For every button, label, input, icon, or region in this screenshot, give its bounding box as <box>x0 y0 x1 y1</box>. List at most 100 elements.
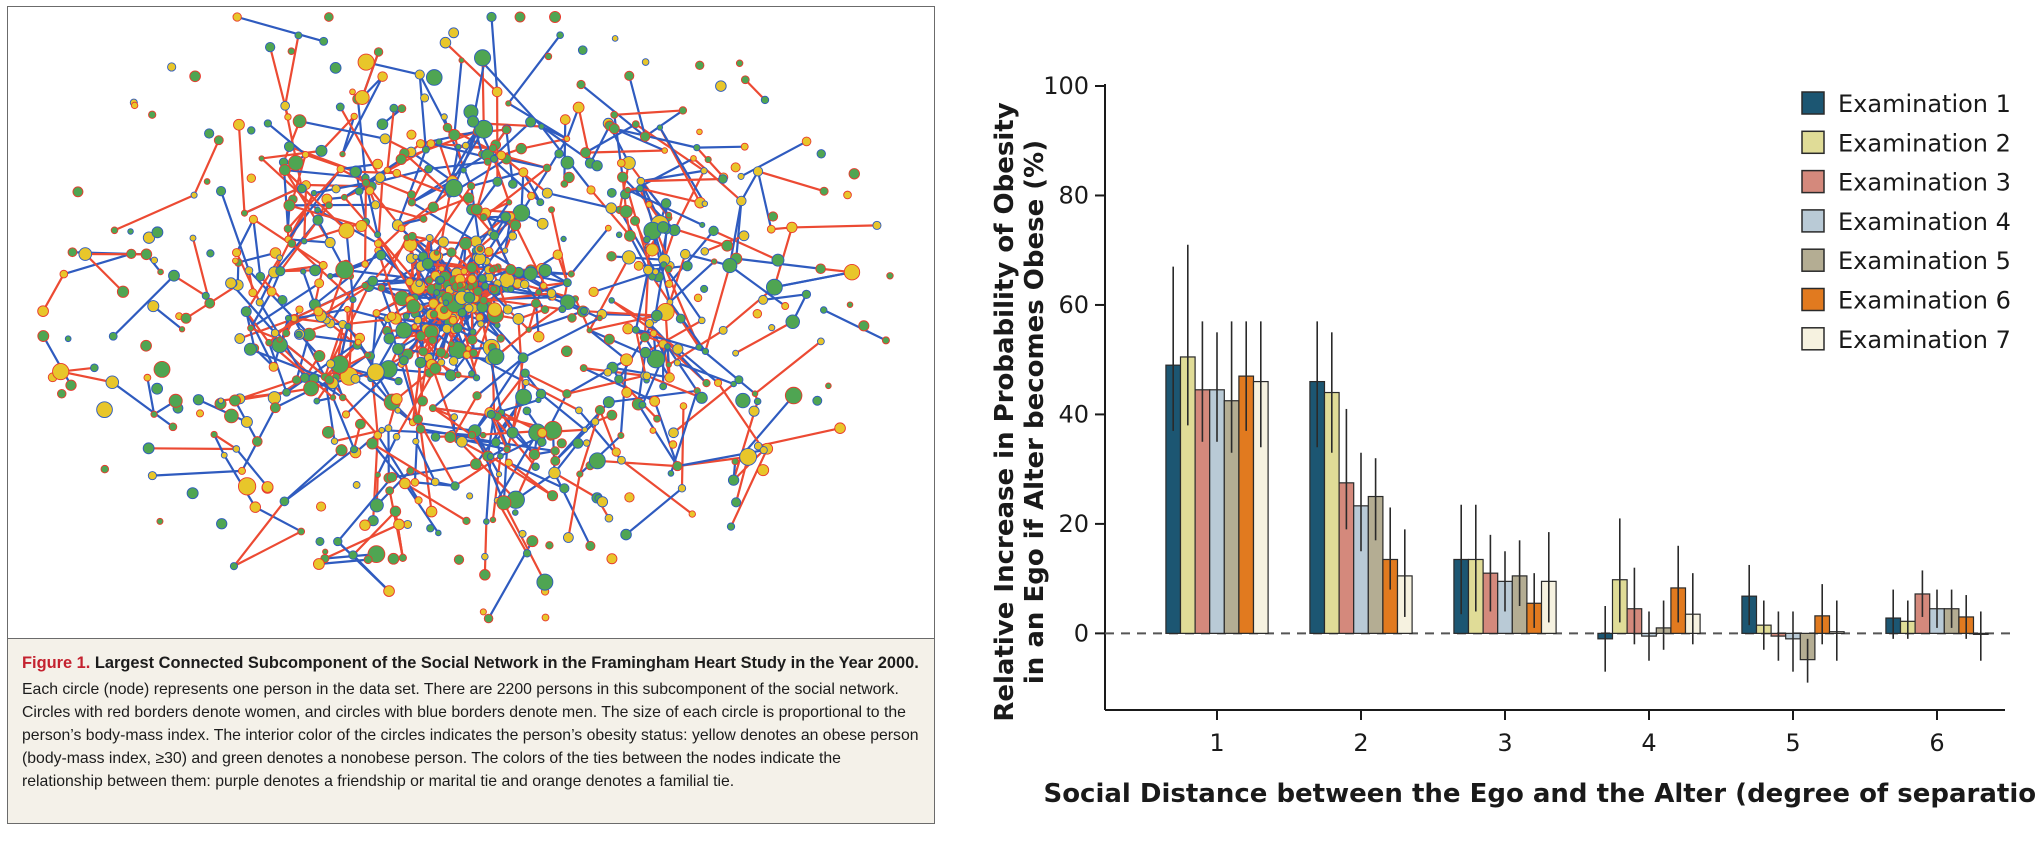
network-tie <box>84 252 125 293</box>
network-node <box>536 217 549 230</box>
network-tie <box>313 275 352 306</box>
network-tie <box>756 170 773 231</box>
network-node <box>468 370 476 378</box>
network-node <box>675 313 686 324</box>
y-tick-label: 80 <box>1058 181 1089 209</box>
network-node <box>465 345 472 352</box>
network-tie <box>502 501 546 584</box>
network-node <box>425 505 438 518</box>
network-node <box>539 282 548 290</box>
network-tie <box>582 366 656 403</box>
network-node <box>433 249 440 256</box>
network-node <box>252 436 263 447</box>
network-node <box>240 209 249 217</box>
network-tie <box>237 123 246 215</box>
network-node <box>454 371 462 379</box>
x-tick-label: 1 <box>1209 729 1224 757</box>
network-node <box>312 214 324 226</box>
network-tie <box>287 238 332 244</box>
network-node <box>753 397 762 406</box>
bar-group-3 <box>1453 504 1557 634</box>
network-node <box>606 553 618 565</box>
network-node <box>444 179 463 198</box>
network-tie <box>229 282 277 335</box>
network-node <box>645 200 653 208</box>
legend-swatch <box>1801 91 1825 115</box>
network-node <box>771 253 785 267</box>
network-node <box>537 427 548 438</box>
y-tick-label: 100 <box>1043 72 1089 100</box>
network-node <box>638 400 647 409</box>
network-node <box>430 477 440 487</box>
network-node <box>366 437 379 450</box>
network-node <box>536 437 547 447</box>
network-node <box>316 501 327 512</box>
network-node <box>339 393 347 402</box>
network-node <box>511 509 519 516</box>
network-node <box>735 59 744 67</box>
network-node <box>313 306 324 317</box>
network-node <box>407 231 417 241</box>
network-node <box>538 123 545 130</box>
network-node <box>280 101 290 111</box>
network-tie <box>312 377 344 399</box>
network-node <box>653 414 661 423</box>
network-node <box>696 128 703 136</box>
network-node <box>390 393 403 405</box>
network-tie <box>213 433 238 451</box>
network-tie <box>343 158 403 199</box>
network-tie <box>341 75 384 156</box>
network-tie <box>613 109 685 116</box>
network-node <box>532 330 545 343</box>
network-node <box>518 167 529 178</box>
network-node <box>268 361 279 372</box>
network-node <box>760 95 770 105</box>
network-node <box>659 382 668 391</box>
network-tie <box>213 433 226 457</box>
network-node <box>309 264 322 277</box>
network-node <box>428 335 438 345</box>
network-node <box>664 264 673 274</box>
network-tie <box>317 558 370 566</box>
network-node <box>512 204 531 222</box>
network-node <box>276 254 283 262</box>
network-node <box>460 166 467 174</box>
network-node <box>462 516 471 526</box>
network-node <box>283 141 295 152</box>
network-node <box>225 277 237 289</box>
network-node <box>695 343 703 351</box>
network-tie <box>41 272 65 313</box>
network-node <box>56 388 67 399</box>
network-node <box>611 447 621 457</box>
network-node <box>631 325 640 334</box>
network-tie <box>361 50 380 99</box>
network-tie <box>386 107 395 172</box>
network-node <box>698 316 706 325</box>
network-node <box>479 569 491 581</box>
network-node <box>287 47 296 55</box>
network-node <box>615 231 623 239</box>
network-tie <box>475 356 525 397</box>
network-node <box>189 234 197 242</box>
network-node <box>458 57 465 64</box>
network-tie <box>553 442 579 475</box>
network-node <box>621 387 633 398</box>
network-tie <box>598 409 618 454</box>
network-node <box>428 298 439 309</box>
network-tie <box>267 317 296 344</box>
network-tie <box>722 286 776 332</box>
network-node <box>630 215 641 226</box>
network-node <box>858 320 870 332</box>
network-node <box>520 368 530 378</box>
network-tie <box>380 286 393 318</box>
network-tie <box>567 473 581 539</box>
network-tie <box>494 441 557 453</box>
network-node <box>258 155 265 162</box>
network-node <box>248 214 258 224</box>
network-tie <box>743 394 795 454</box>
network-node <box>525 326 532 333</box>
network-node <box>563 135 571 143</box>
network-node <box>660 198 672 209</box>
network-node <box>536 573 554 591</box>
network-node <box>355 219 368 233</box>
